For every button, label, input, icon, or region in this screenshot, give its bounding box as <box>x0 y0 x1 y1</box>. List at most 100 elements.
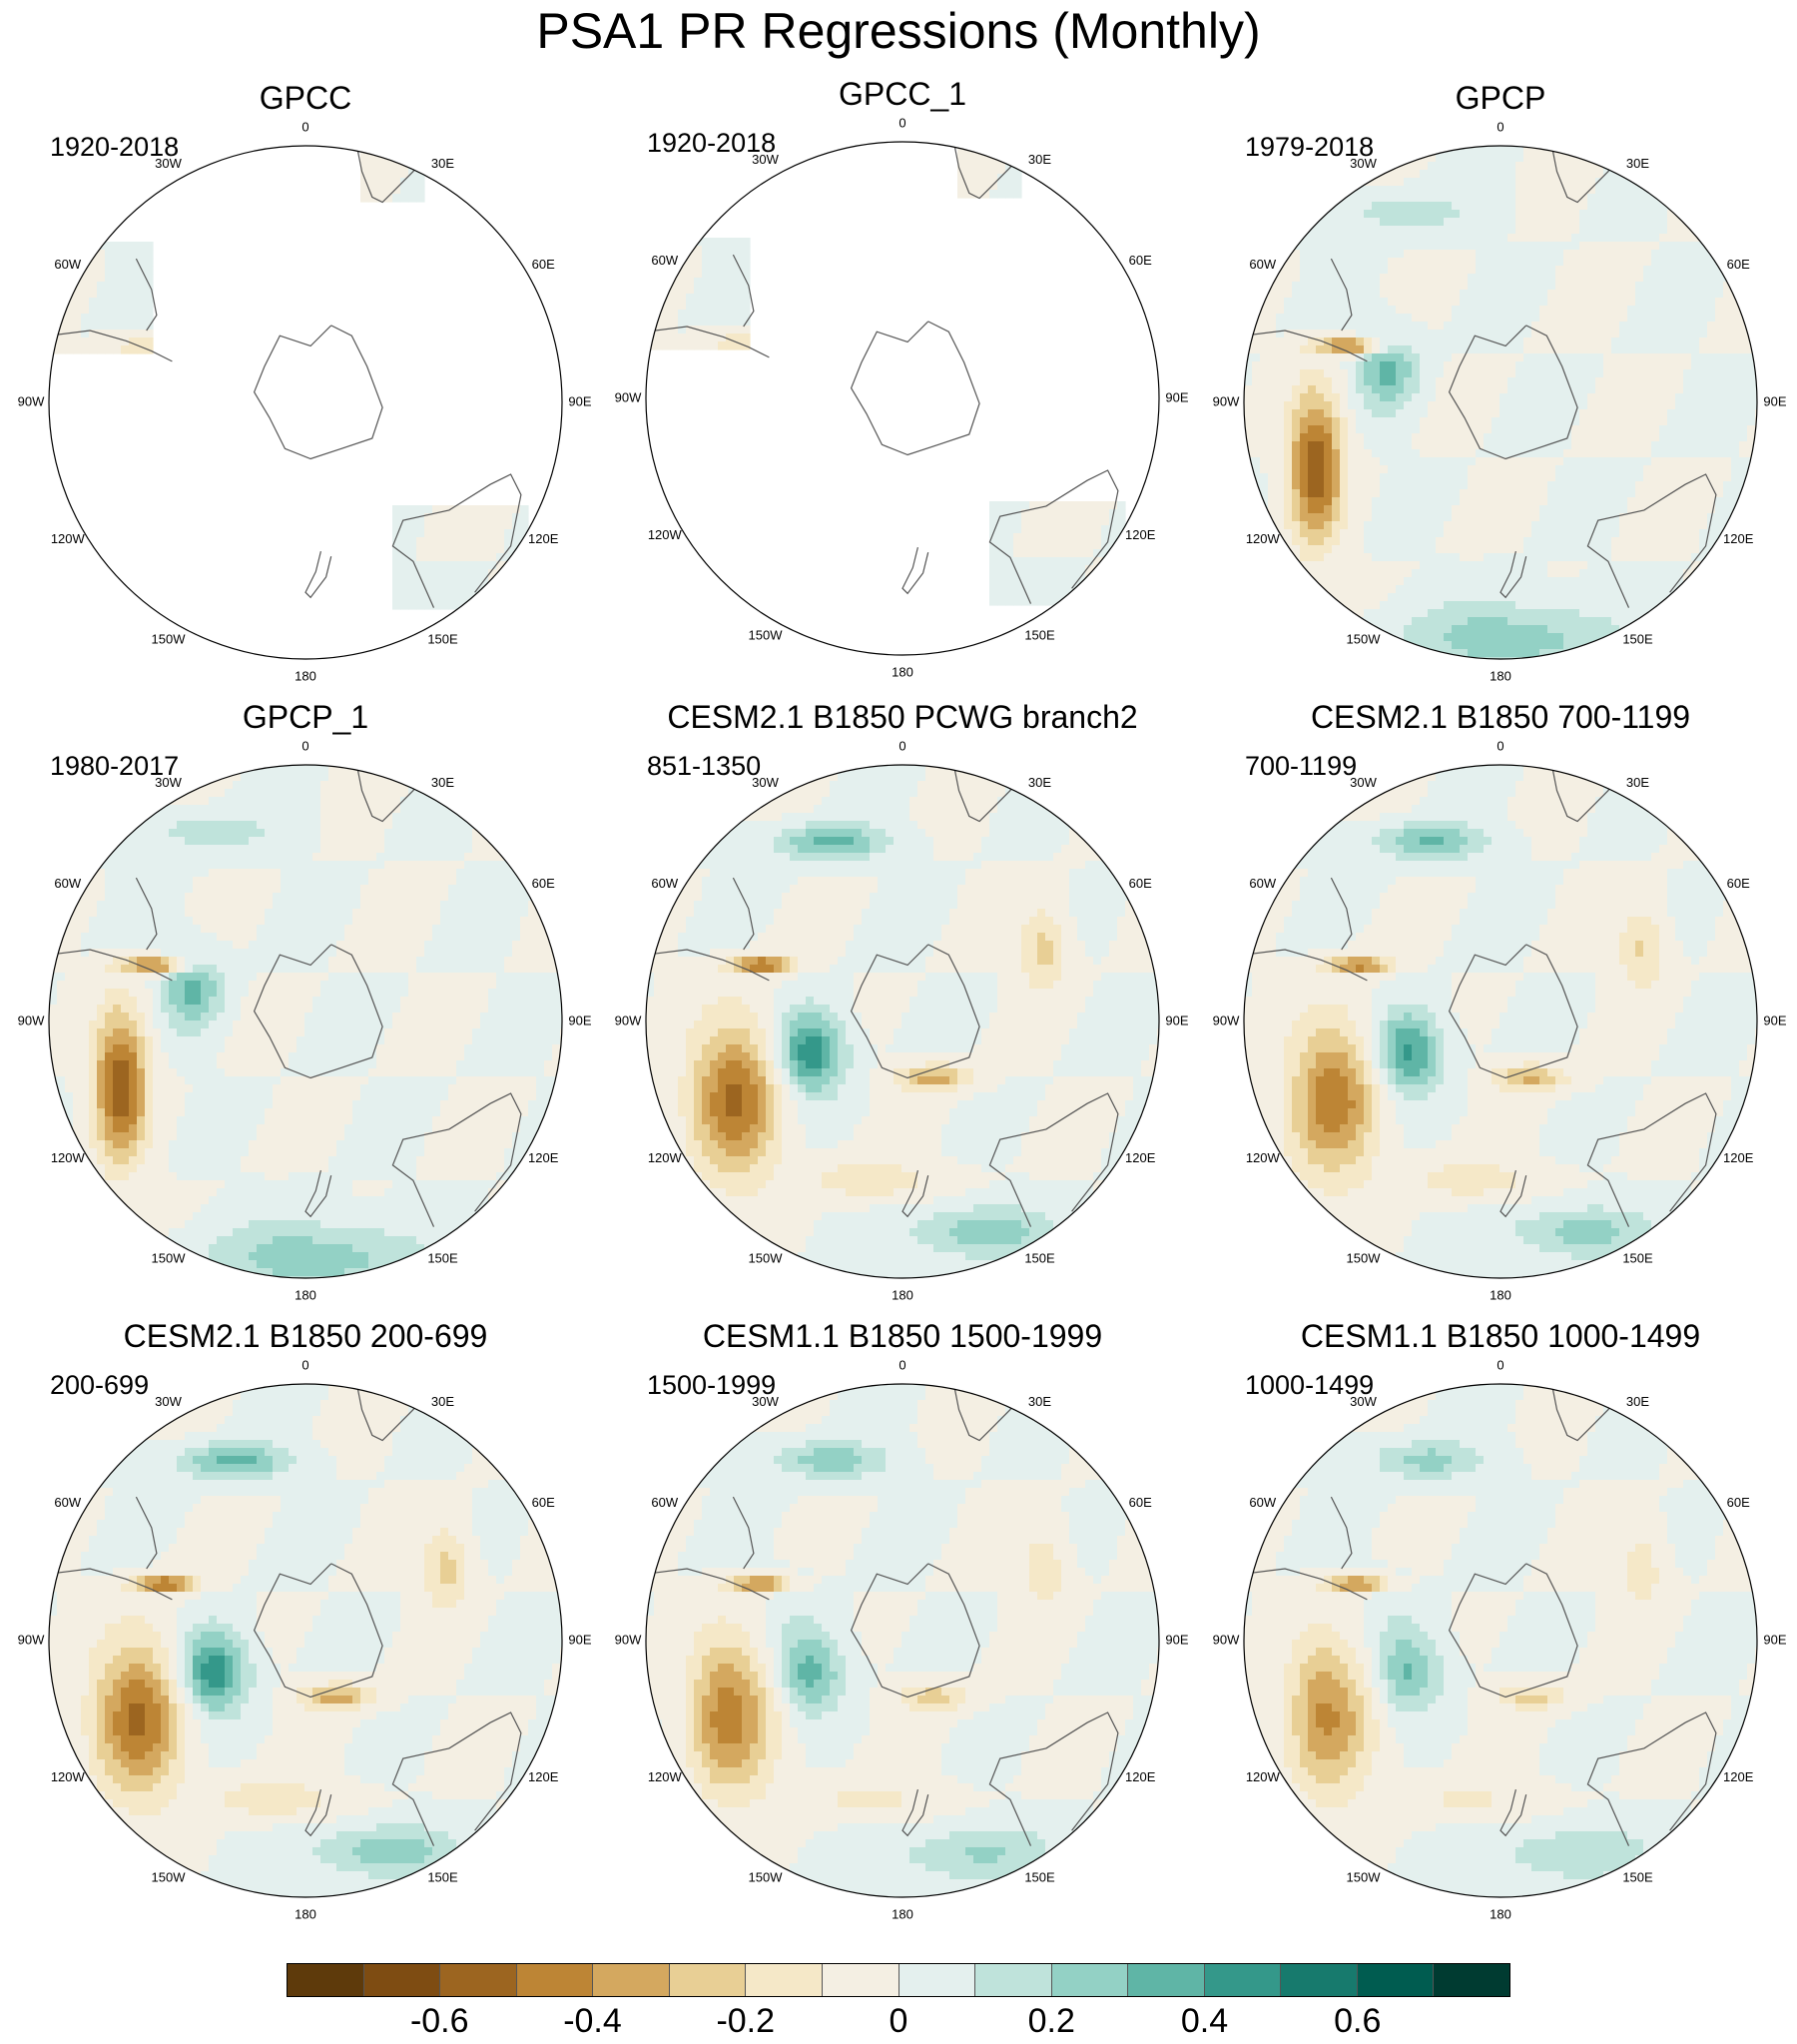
map-boundary <box>645 764 1160 1279</box>
longitude-label: 60W <box>1249 257 1276 272</box>
longitude-label: 120E <box>1723 531 1754 546</box>
longitude-label: 30W <box>155 1394 182 1409</box>
longitude-label: 90E <box>1165 1632 1188 1647</box>
longitude-label: 30E <box>431 775 454 790</box>
longitude-label: 150E <box>427 1870 458 1885</box>
coastline <box>952 142 1021 200</box>
panel-title: CESM2.1 B1850 PCWG branch2 <box>603 699 1202 735</box>
longitude-label: 90E <box>568 1632 591 1647</box>
map-panel: CESM1.1 B1850 1500-1999 1500-1999 0 30E 60E 9… <box>603 1318 1202 1937</box>
coastline <box>253 325 383 460</box>
coastline <box>1244 949 1368 982</box>
coastline <box>135 258 158 332</box>
coastline <box>355 146 424 204</box>
longitude-label: 120W <box>51 531 86 546</box>
longitude-label: 90W <box>18 1013 45 1027</box>
longitude-label: 30E <box>1626 1394 1649 1409</box>
polar-map: 0 30E 60E 90E 120E 150E 180 150W 120W 90W 60W 30W <box>615 1357 1189 1921</box>
longitude-label: 60E <box>532 1495 555 1510</box>
longitude-label: 60W <box>651 876 678 891</box>
longitude-label: 120E <box>1723 1150 1754 1165</box>
colorbar-swatch <box>1434 1964 1509 1996</box>
longitude-label: 60E <box>1727 1495 1750 1510</box>
colorbar-swatch <box>822 1964 899 1996</box>
longitude-label: 150E <box>427 1251 458 1266</box>
coastline <box>988 469 1119 604</box>
longitude-label: 120W <box>1246 531 1281 546</box>
longitude-label: 150W <box>152 1251 187 1266</box>
colorbar-swatch <box>669 1964 747 1996</box>
longitude-label: 60E <box>1129 876 1152 891</box>
map-boundary <box>645 1383 1160 1898</box>
map-boundary <box>48 1383 563 1898</box>
precip-field <box>49 1384 562 1897</box>
coastline <box>1550 765 1619 823</box>
coastline <box>952 1384 1021 1442</box>
longitude-label: 0 <box>1497 119 1503 134</box>
precip-field <box>49 765 562 1278</box>
colorbar-swatch <box>898 1964 976 1996</box>
longitude-label: 90E <box>1165 389 1188 404</box>
map-panel: GPCC 1920-2018 0 30E 60E 90E 120E 150E 180 150W 12… <box>6 80 605 699</box>
longitude-label: 30W <box>155 775 182 790</box>
coastline <box>952 765 1021 823</box>
longitude-label: 90E <box>568 393 591 408</box>
longitude-label: 120E <box>528 531 559 546</box>
longitude-label: 180 <box>892 1287 913 1302</box>
polar-map: 0 30E 60E 90E 120E 150E 180 150W 120W 90W 60W 30W <box>1213 1357 1787 1921</box>
longitude-label: 150E <box>1622 1870 1653 1885</box>
panel-period: 1980-2017 <box>50 751 179 781</box>
longitude-label: 60E <box>1129 253 1152 268</box>
coastline <box>49 949 173 982</box>
colorbar-tick-label: 0.6 <box>1334 2001 1381 2041</box>
longitude-label: 30E <box>1028 1394 1051 1409</box>
panel-period: 200-699 <box>50 1370 149 1400</box>
colorbar-swatch <box>746 1964 823 1996</box>
longitude-label: 120E <box>528 1769 559 1784</box>
longitude-label: 60W <box>54 876 81 891</box>
panel-title: GPCP_1 <box>6 699 605 735</box>
longitude-label: 0 <box>898 738 905 753</box>
longitude-label: 30E <box>1626 775 1649 790</box>
coastline <box>135 877 158 951</box>
longitude-label: 30E <box>1626 156 1649 171</box>
longitude-label: 120W <box>648 1150 683 1165</box>
coastline <box>1550 146 1619 204</box>
coastline <box>901 1788 929 1837</box>
coastline <box>732 877 755 951</box>
longitude-label: 90W <box>1213 1632 1240 1647</box>
longitude-label: 150E <box>427 632 458 647</box>
longitude-label: 60E <box>1727 257 1750 272</box>
colorbar-swatch <box>363 1964 441 1996</box>
panel-title: GPCC_1 <box>603 76 1202 112</box>
longitude-label: 120W <box>648 1769 683 1784</box>
longitude-label: 30W <box>1350 1394 1377 1409</box>
map-panel: GPCC_1 1920-2018 0 30E 60E 90E 120E 150E 180 150W… <box>603 76 1202 695</box>
longitude-label: 30W <box>155 156 182 171</box>
colorbar-tick-label: 0.4 <box>1181 2001 1228 2041</box>
colorbar-tick-label: -0.6 <box>410 2001 469 2041</box>
figure-title: PSA1 PR Regressions (Monthly) <box>0 2 1797 60</box>
longitude-label: 150W <box>749 1251 784 1266</box>
longitude-label: 150E <box>1622 1251 1653 1266</box>
longitude-label: 30W <box>752 775 779 790</box>
longitude-label: 180 <box>295 668 316 683</box>
panel-period: 1000-1499 <box>1245 1370 1374 1400</box>
panel-period: 1979-2018 <box>1245 132 1374 162</box>
longitude-label: 60W <box>1249 1495 1276 1510</box>
longitude-label: 150W <box>1347 1870 1382 1885</box>
colorbar <box>287 1963 1510 1997</box>
longitude-label: 0 <box>301 119 308 134</box>
precip-field <box>49 146 562 659</box>
coastline <box>850 944 980 1079</box>
panel-period: 700-1199 <box>1245 751 1357 781</box>
panel-period: 1500-1999 <box>647 1370 776 1400</box>
longitude-label: 30W <box>752 1394 779 1409</box>
longitude-label: 90W <box>1213 393 1240 408</box>
map-panel: CESM2.1 B1850 PCWG branch2 851-1350 0 30E 60… <box>603 699 1202 1318</box>
coastline <box>1448 325 1578 460</box>
coastline <box>304 550 332 599</box>
longitude-label: 90W <box>615 389 642 404</box>
longitude-label: 180 <box>1490 1287 1511 1302</box>
longitude-label: 180 <box>295 1906 316 1921</box>
